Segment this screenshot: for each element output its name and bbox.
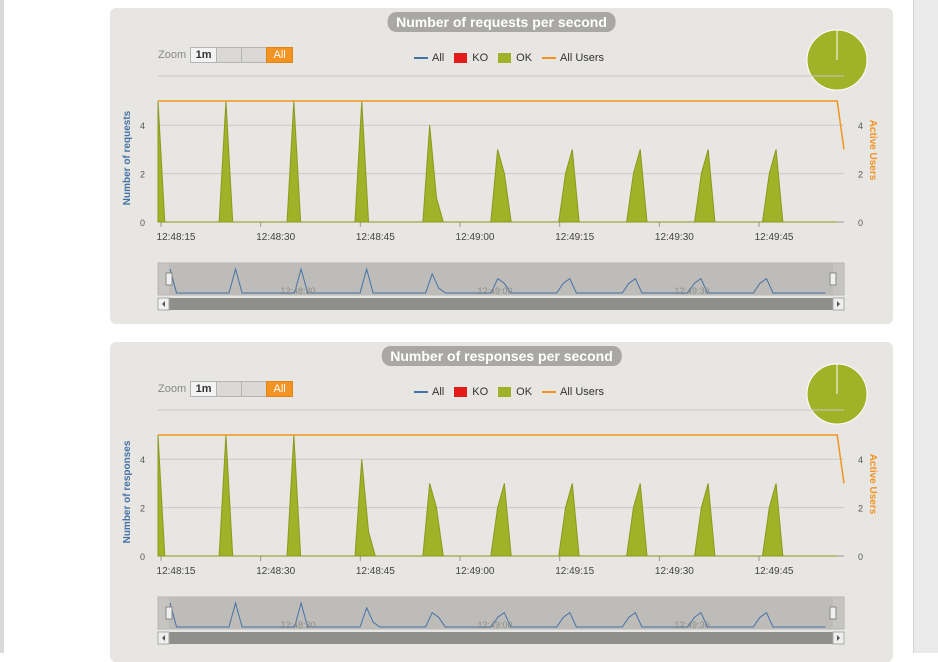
x-tick-label: 12:49:00 (456, 566, 495, 577)
scroll-right-arrow-icon (837, 635, 840, 641)
y2-tick-label: 0 (858, 552, 863, 562)
legend-item-ok[interactable]: OK (498, 52, 532, 64)
scroll-left-arrow-icon (162, 635, 165, 641)
zoom-1m-button[interactable]: 1m (190, 47, 218, 63)
y-axis-title: Number of requests (122, 110, 133, 205)
legend-item-all[interactable]: All (414, 52, 444, 64)
legend-label: KO (472, 52, 489, 64)
ok-ko-pie-chart (806, 363, 868, 425)
legend-box-swatch (498, 53, 512, 63)
x-tick-label: 12:49:45 (755, 232, 794, 243)
legend-box-swatch (454, 387, 468, 397)
y-tick-label: 2 (140, 504, 145, 514)
y-tick-label: 0 (140, 218, 145, 228)
legend-label: KO (472, 386, 489, 398)
legend-item-ok[interactable]: OK (498, 386, 532, 398)
y2-tick-label: 4 (858, 455, 863, 465)
zoom-all-button[interactable]: All (266, 47, 294, 63)
y2-tick-label: 4 (858, 121, 863, 131)
navigator-scrollbar-track (158, 632, 844, 644)
legend-label: All Users (560, 52, 605, 64)
x-tick-label: 12:49:00 (456, 232, 495, 243)
x-tick-label: 12:48:15 (157, 232, 196, 243)
legend-line-swatch (414, 391, 428, 393)
x-tick-label: 12:48:45 (356, 566, 395, 577)
ok-area-series (157, 434, 838, 557)
responses-chart-panel: Number of responses per second Zoom 1m A… (110, 342, 893, 662)
zoom-selector: Zoom 1m All (158, 46, 294, 64)
y2-tick-label: 2 (858, 170, 863, 180)
navigator-tick-label: 12:49:30 (674, 286, 709, 296)
x-tick-label: 12:49:45 (755, 566, 794, 577)
y2-tick-label: 2 (858, 504, 863, 514)
navigator-tick-label: 12:48:30 (280, 286, 315, 296)
x-tick-label: 12:48:30 (256, 566, 295, 577)
y2-axis-title: Active Users (867, 120, 878, 181)
scroll-right-arrow-icon (837, 301, 840, 307)
zoom-1m-button[interactable]: 1m (190, 381, 218, 397)
y-tick-label: 0 (140, 552, 145, 562)
active-users-line (158, 434, 845, 484)
ok-area-series (157, 100, 838, 223)
navigator-window (169, 263, 833, 295)
legend-item-all-users[interactable]: All Users (542, 386, 604, 398)
navigator-tick-label: 12:49:00 (477, 620, 512, 630)
ok-ko-pie-chart (806, 29, 868, 91)
panel-title: Number of responses per second (381, 346, 622, 366)
x-tick-label: 12:48:45 (356, 232, 395, 243)
legend-label: All (432, 52, 445, 64)
y2-axis-title: Active Users (867, 454, 878, 515)
legend-label: All (432, 386, 445, 398)
y2-tick-label: 0 (858, 218, 863, 228)
chart-legend: All KO OK All Users (414, 52, 614, 64)
navigator-left-handle (165, 606, 173, 620)
navigator-tick-label: 12:48:30 (280, 620, 315, 630)
navigator-series-line (169, 267, 826, 294)
zoom-label: Zoom (158, 49, 187, 61)
legend-box-swatch (498, 387, 512, 397)
responses-chart-plot: Number of responses Active Users 0 2 4 0 2 4 1… (122, 409, 878, 645)
left-page-border (0, 0, 4, 653)
legend-label: OK (516, 386, 533, 398)
navigator-right-handle (829, 606, 837, 620)
legend-line-swatch (542, 57, 557, 59)
navigator-right-handle (829, 272, 837, 286)
legend-line-swatch (542, 391, 557, 393)
x-tick-label: 12:49:15 (555, 232, 594, 243)
chart-legend: All KO OK All Users (414, 386, 614, 398)
panel-title: Number of requests per second (387, 12, 616, 32)
navigator-series-line (169, 601, 826, 628)
navigator-left-handle (165, 272, 173, 286)
scroll-left-arrow-icon (162, 301, 165, 307)
requests-chart-panel: Number of requests per second Zoom 1m Al… (110, 8, 893, 324)
x-tick-label: 12:49:15 (555, 566, 594, 577)
y-tick-label: 2 (140, 170, 145, 180)
y-axis-title: Number of responses (122, 440, 133, 543)
navigator-scrollbar-track (158, 298, 844, 310)
x-tick-label: 12:48:30 (256, 232, 295, 243)
x-tick-label: 12:49:30 (655, 566, 694, 577)
navigator-tick-label: 12:49:00 (477, 286, 512, 296)
y-tick-label: 4 (140, 121, 145, 131)
requests-chart-plot: Number of requests Active Users 0 2 4 0 2 4 12… (122, 75, 878, 311)
zoom-selector: Zoom 1m All (158, 380, 294, 398)
navigator-window (169, 597, 833, 629)
legend-label: All Users (560, 386, 605, 398)
legend-line-swatch (414, 57, 428, 59)
x-tick-label: 12:48:15 (157, 566, 196, 577)
legend-item-all[interactable]: All (414, 386, 444, 398)
legend-label: OK (516, 52, 533, 64)
zoom-all-button[interactable]: All (266, 381, 294, 397)
active-users-line (158, 100, 845, 150)
legend-item-ko[interactable]: KO (454, 52, 488, 64)
legend-item-ko[interactable]: KO (454, 386, 488, 398)
zoom-label: Zoom (158, 383, 187, 395)
y-tick-label: 4 (140, 455, 145, 465)
x-tick-label: 12:49:30 (655, 232, 694, 243)
legend-box-swatch (454, 53, 468, 63)
right-scroll-rail[interactable] (913, 0, 938, 653)
navigator-tick-label: 12:49:30 (674, 620, 709, 630)
legend-item-all-users[interactable]: All Users (542, 52, 604, 64)
